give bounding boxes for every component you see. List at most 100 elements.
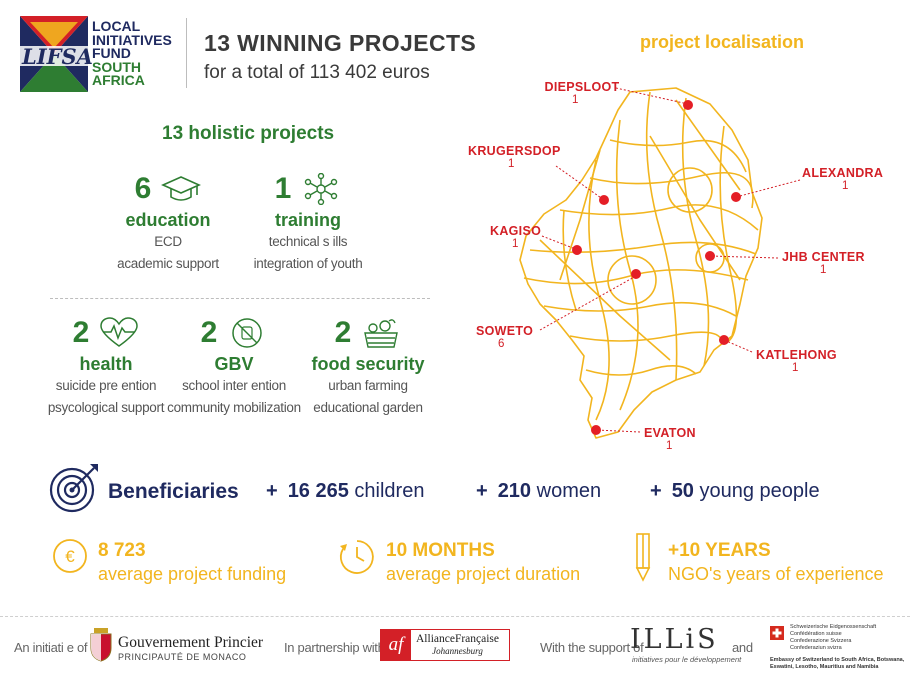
category-label: health bbox=[79, 354, 133, 374]
support-label: With the support of bbox=[540, 640, 644, 655]
location-name: ALEXANDRA bbox=[802, 166, 884, 180]
af-mark-icon: af bbox=[381, 630, 411, 660]
beneficiary-unit: children bbox=[354, 480, 425, 502]
location-count: 1 bbox=[820, 264, 827, 276]
category-detail: urban farming bbox=[328, 378, 408, 393]
beneficiary-children: +16 265 children bbox=[266, 480, 424, 503]
fund-line: INITIATIVES bbox=[92, 31, 172, 48]
target-icon bbox=[49, 464, 98, 513]
page-subtitle: for a total of 113 402 euros bbox=[204, 62, 430, 83]
swiss-line: Confédération suisse bbox=[790, 631, 842, 637]
kpi-value: +10 YEARS bbox=[668, 540, 771, 561]
section-divider bbox=[50, 298, 430, 299]
fund-region-line: SOUTH bbox=[92, 58, 141, 75]
location-name: KATLEHONG bbox=[756, 348, 837, 362]
fund-line: LOCAL bbox=[92, 18, 141, 34]
pencil-icon bbox=[635, 533, 651, 582]
category-education: 6 education ECD academic support bbox=[88, 172, 248, 275]
category-detail: integration of youth bbox=[253, 256, 363, 271]
monaco-subtitle: PRINCIPAUTÉ DE MONACO bbox=[118, 652, 247, 662]
kpi-value: 8 723 bbox=[98, 540, 146, 561]
plus-sign: + bbox=[476, 480, 488, 502]
beneficiary-young-people: +50 young people bbox=[650, 480, 820, 503]
clock-icon bbox=[340, 540, 374, 574]
category-gbv: 2 GBV school inter ention community mobi… bbox=[154, 316, 314, 419]
af-name: AllianceFrançaise bbox=[416, 633, 500, 645]
category-label: food security bbox=[311, 354, 425, 374]
location-name: DIEPSLOOT bbox=[544, 80, 620, 94]
beneficiary-value: 210 bbox=[497, 480, 532, 502]
location-katlehong: KATLEHONG 1 bbox=[756, 348, 837, 374]
category-detail: school inter ention bbox=[182, 378, 286, 393]
beneficiary-women: +210 women bbox=[476, 480, 601, 503]
location-alexandra: ALEXANDRA 1 bbox=[802, 166, 883, 192]
swiss-confederation: Schweizerische Eidgenossenschaft Confédé… bbox=[790, 624, 876, 652]
kpi-funding: 8 723 average project funding bbox=[98, 540, 286, 585]
swiss-flag-icon bbox=[770, 626, 784, 640]
category-training: 1 training technical s ills integration … bbox=[228, 172, 388, 275]
category-label: GBV bbox=[214, 354, 254, 374]
location-count: 1 bbox=[508, 158, 515, 170]
kpi-value: 10 MONTHS bbox=[386, 540, 495, 561]
category-detail: academic support bbox=[117, 256, 219, 271]
illis-logo: ILLiS bbox=[630, 624, 719, 655]
johannesburg-map bbox=[519, 87, 763, 439]
beneficiaries-label: Beneficiaries bbox=[108, 480, 239, 503]
plus-sign: + bbox=[650, 480, 662, 502]
category-count: 2 bbox=[334, 316, 352, 349]
footer-divider bbox=[0, 616, 910, 617]
swiss-embassy: Embassy of Switzerland to South Africa, … bbox=[770, 657, 904, 671]
location-count: 6 bbox=[498, 338, 505, 350]
projects-heading: 13 holistic projects bbox=[162, 123, 335, 144]
monaco-crest-icon bbox=[90, 628, 112, 662]
euro-coin-icon: € bbox=[53, 539, 87, 573]
category-count: 6 bbox=[134, 172, 152, 205]
logo-text: LIFSA bbox=[22, 44, 93, 69]
location-count: 1 bbox=[572, 94, 579, 106]
header-divider bbox=[186, 18, 187, 88]
location-count: 1 bbox=[512, 238, 519, 250]
illis-tagline: initiatives pour le développement bbox=[632, 655, 742, 664]
no-violence-icon bbox=[232, 318, 263, 348]
category-detail: psycological support bbox=[47, 400, 165, 415]
map-title: project localisation bbox=[640, 32, 805, 52]
location-count: 1 bbox=[792, 362, 799, 374]
category-detail: educational garden bbox=[313, 400, 423, 415]
embassy-line: Embassy of Switzerland to South Africa, … bbox=[770, 657, 905, 663]
location-jhb-center: JHB CENTER 1 bbox=[782, 250, 865, 276]
and-label: and bbox=[732, 640, 753, 655]
swiss-line: Confederazione Svizzera bbox=[790, 638, 852, 644]
fund-line: FUND bbox=[92, 45, 131, 61]
swiss-line: Confederaziun svizra bbox=[790, 645, 842, 651]
location-count: 1 bbox=[666, 440, 673, 452]
category-label: education bbox=[125, 210, 211, 230]
beneficiary-value: 16 265 bbox=[287, 480, 349, 502]
location-soweto: SOWETO 6 bbox=[476, 324, 533, 350]
fund-name: LOCAL INITIATIVES FUND SOUTH AFRICA bbox=[92, 18, 172, 88]
svg-text:€: € bbox=[65, 547, 75, 566]
category-count: 2 bbox=[200, 316, 218, 349]
location-name: KAGISO bbox=[490, 224, 542, 238]
category-detail: ECD bbox=[154, 234, 182, 249]
beneficiary-value: 50 bbox=[671, 480, 694, 502]
location-kagiso: KAGISO 1 bbox=[490, 224, 541, 250]
alliance-francaise-logo: af AllianceFrançaise Johannesburg bbox=[380, 629, 510, 661]
location-name: KRUGERSDOP bbox=[468, 144, 561, 158]
beneficiary-unit: women bbox=[536, 480, 602, 502]
heartbeat-icon bbox=[100, 317, 139, 347]
category-health: 2 health suicide pre ention psycological… bbox=[26, 316, 186, 419]
location-name: SOWETO bbox=[476, 324, 534, 338]
location-name: EVATON bbox=[644, 426, 696, 440]
partnership-label: In partnership with bbox=[284, 640, 385, 655]
category-count: 2 bbox=[72, 316, 90, 349]
af-city: Johannesburg bbox=[432, 646, 483, 656]
kpi-description: NGO's years of experience bbox=[668, 564, 884, 584]
map-roads bbox=[519, 87, 763, 439]
monaco-name: Gouvernement Princier bbox=[118, 634, 264, 651]
category-detail: community mobilization bbox=[167, 400, 301, 415]
category-label: training bbox=[275, 210, 341, 230]
category-detail: suicide pre ention bbox=[55, 378, 157, 393]
vegetable-basket-icon bbox=[364, 319, 399, 348]
location-diepsloot: DIEPSLOOT 1 bbox=[542, 80, 622, 106]
fund-region-line: AFRICA bbox=[92, 72, 145, 88]
